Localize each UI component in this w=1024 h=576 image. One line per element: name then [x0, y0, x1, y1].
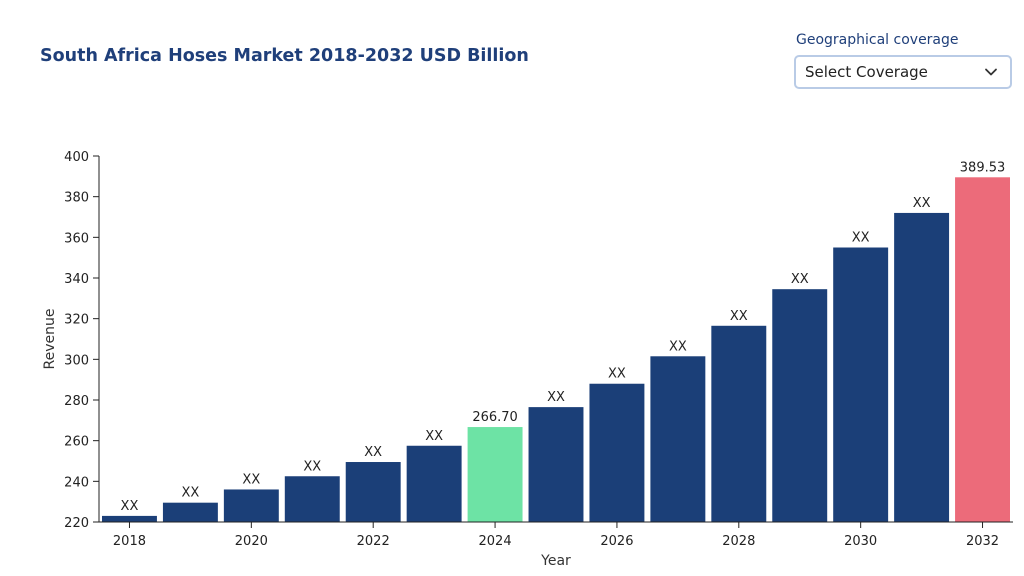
bar-label-2029: XX — [791, 272, 809, 287]
x-tick-label-2032: 2032 — [966, 534, 999, 549]
x-axis-title: Year — [540, 553, 571, 569]
chevron-down-icon — [985, 68, 997, 76]
bar-2020 — [223, 489, 279, 522]
y-tick-label-380: 380 — [64, 191, 89, 206]
bar-label-2018: XX — [121, 499, 139, 514]
bar-2032 — [955, 177, 1010, 522]
y-tick-label-280: 280 — [64, 394, 89, 409]
y-tick-label-260: 260 — [64, 435, 89, 450]
bar-label-2032: 389.53 — [960, 160, 1006, 175]
x-tick-label-2020: 2020 — [235, 534, 268, 549]
y-tick-label-360: 360 — [64, 231, 89, 246]
x-tick-label-2018: 2018 — [113, 534, 146, 549]
x-tick-label-2022: 2022 — [357, 534, 390, 549]
bar-2026 — [589, 383, 645, 522]
chart-title: South Africa Hoses Market 2018-2032 USD … — [40, 46, 529, 66]
bar-label-2026: XX — [608, 367, 626, 382]
bar-2029 — [772, 289, 828, 522]
bar-2022 — [345, 462, 401, 522]
y-tick-label-220: 220 — [64, 516, 89, 531]
y-tick-label-320: 320 — [64, 313, 89, 328]
x-tick-label-2028: 2028 — [722, 534, 755, 549]
bar-label-2022: XX — [364, 445, 382, 460]
coverage-label: Geographical coverage — [796, 32, 959, 48]
y-tick-label-340: 340 — [64, 272, 89, 287]
x-tick-label-2024: 2024 — [479, 534, 512, 549]
bar-label-2028: XX — [730, 309, 748, 324]
bar-label-2025: XX — [547, 390, 565, 405]
bar-2030 — [833, 247, 889, 522]
bar-label-2024: 266.70 — [472, 410, 518, 425]
bar-label-2019: XX — [181, 486, 199, 501]
y-tick-label-240: 240 — [64, 475, 89, 490]
bar-2027 — [650, 356, 706, 522]
bar-label-2030: XX — [852, 231, 870, 246]
bar-2021 — [284, 476, 340, 522]
bar-2019 — [162, 502, 218, 522]
y-axis-title: Revenue — [42, 309, 58, 370]
bar-label-2021: XX — [303, 459, 321, 474]
bar-label-2027: XX — [669, 339, 687, 354]
coverage-select[interactable]: Select Coverage — [794, 55, 1012, 89]
bar-2028 — [711, 325, 767, 522]
coverage-select-value: Select Coverage — [805, 63, 928, 81]
x-tick-label-2026: 2026 — [600, 534, 633, 549]
y-tick-label-300: 300 — [64, 353, 89, 368]
bar-2024 — [467, 427, 523, 522]
bar-2018 — [102, 515, 157, 522]
x-tick-label-2030: 2030 — [844, 534, 877, 549]
bar-label-2023: XX — [425, 429, 443, 444]
bar-label-2020: XX — [242, 472, 260, 487]
bar-label-2031: XX — [913, 196, 931, 211]
y-tick-label-400: 400 — [64, 150, 89, 165]
bar-2025 — [528, 407, 584, 522]
bar-2023 — [406, 445, 462, 522]
bar-2031 — [894, 212, 950, 522]
